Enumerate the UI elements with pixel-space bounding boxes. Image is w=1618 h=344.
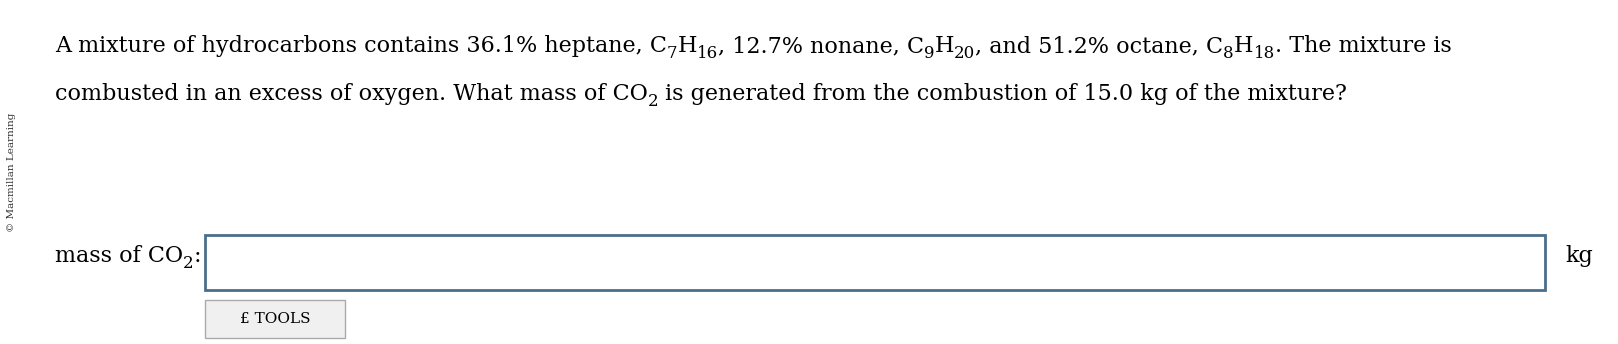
Text: A mixture of hydrocarbons contains 36.1% heptane, C: A mixture of hydrocarbons contains 36.1%…	[55, 35, 667, 57]
Text: 9: 9	[924, 45, 935, 62]
Text: is generated from the combustion of 15.0 kg of the mixture?: is generated from the combustion of 15.0…	[659, 83, 1348, 105]
Text: 20: 20	[955, 45, 976, 62]
Text: combusted in an excess of oxygen. What mass of CO: combusted in an excess of oxygen. What m…	[55, 83, 647, 105]
Text: :: :	[194, 245, 201, 267]
Text: © Macmillan Learning: © Macmillan Learning	[8, 112, 16, 232]
FancyBboxPatch shape	[205, 300, 345, 338]
Text: mass of CO: mass of CO	[55, 245, 183, 267]
Text: 8: 8	[1223, 45, 1235, 62]
Text: 2: 2	[183, 255, 194, 272]
Text: H: H	[1235, 35, 1254, 57]
Text: , and 51.2% octane, C: , and 51.2% octane, C	[976, 35, 1223, 57]
Text: 7: 7	[667, 45, 678, 62]
Text: £ TOOLS: £ TOOLS	[239, 312, 311, 326]
Text: H: H	[678, 35, 697, 57]
Text: 2: 2	[647, 93, 659, 110]
Text: , 12.7% nonane, C: , 12.7% nonane, C	[718, 35, 924, 57]
Text: . The mixture is: . The mixture is	[1275, 35, 1451, 57]
Text: H: H	[935, 35, 955, 57]
Text: kg: kg	[1565, 245, 1592, 267]
Text: 16: 16	[697, 45, 718, 62]
FancyBboxPatch shape	[205, 235, 1545, 290]
Text: 18: 18	[1254, 45, 1275, 62]
